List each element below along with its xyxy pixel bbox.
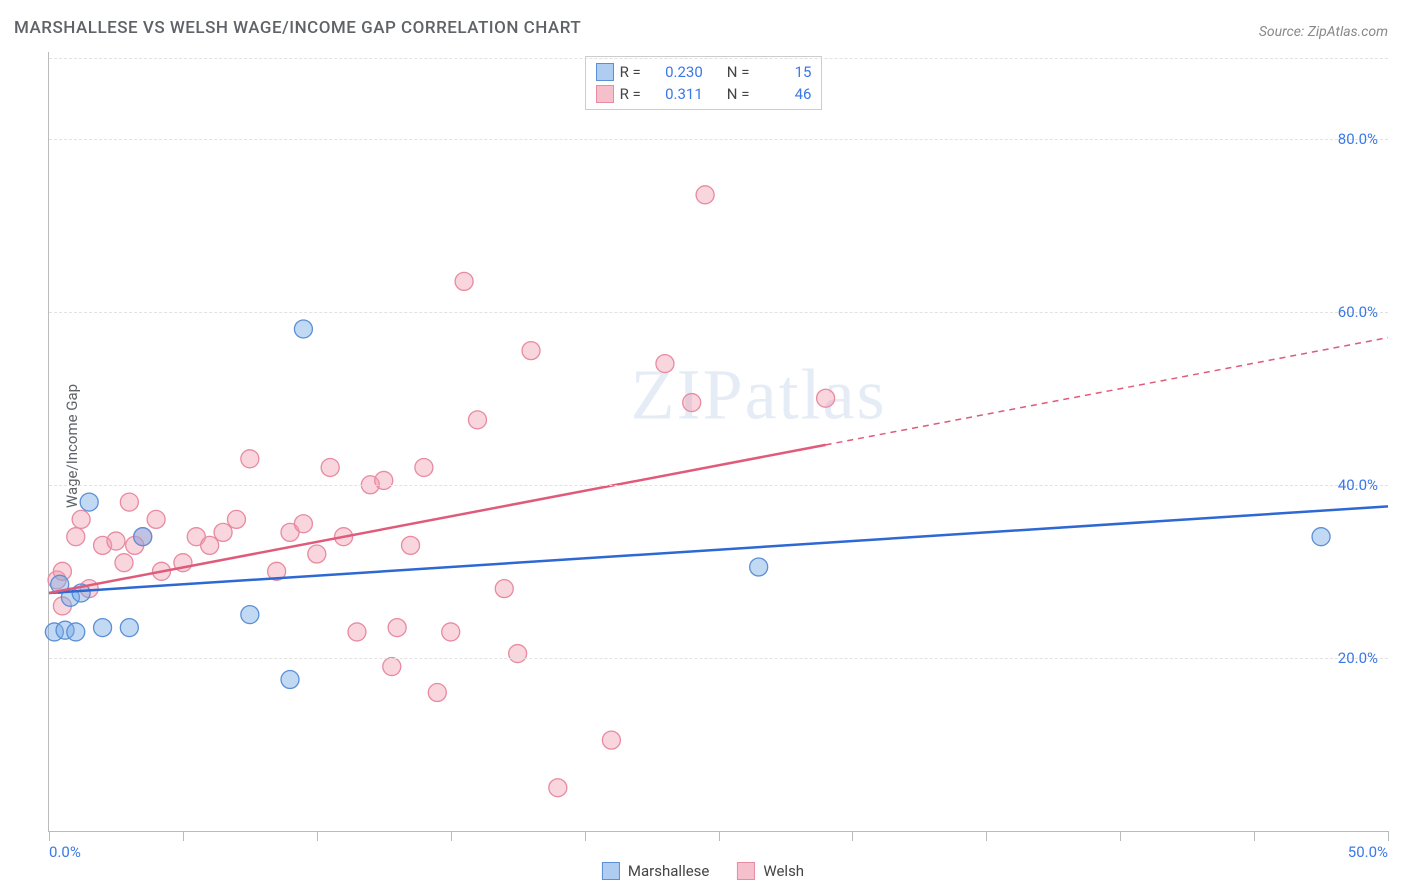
data-point [509,645,527,663]
x-tick [1120,831,1121,841]
scatter-svg [49,52,1388,831]
x-tick [1254,831,1255,841]
y-tick-label: 80.0% [1338,130,1378,148]
data-point [383,658,401,676]
legend-item-marshallese: Marshallese [602,862,709,880]
swatch-welsh [737,862,755,880]
data-point [308,545,326,563]
data-point [115,554,133,572]
data-point [120,619,138,637]
data-point [94,619,112,637]
data-point [455,272,473,290]
legend-item-welsh: Welsh [737,862,804,880]
x-tick [183,831,184,841]
data-point [468,411,486,429]
data-point [201,536,219,554]
data-point [134,528,152,546]
chart-container: MARSHALLESE VS WELSH WAGE/INCOME GAP COR… [0,0,1406,892]
legend-row-marshallese: R = 0.230 N = 15 [596,61,812,83]
n-value-marshallese: 15 [755,63,811,81]
data-point [428,684,446,702]
x-tick [852,831,853,841]
data-point [281,671,299,689]
data-point [683,394,701,412]
y-tick-label: 40.0% [1338,476,1378,494]
y-tick-label: 60.0% [1338,303,1378,321]
data-point [750,558,768,576]
x-tick [317,831,318,841]
data-point [107,532,125,550]
data-point [294,515,312,533]
gridline [49,485,1388,486]
legend-row-welsh: R = 0.311 N = 46 [596,83,812,105]
r-label: R = [620,63,641,81]
data-point [402,536,420,554]
legend-label-marshallese: Marshallese [628,862,709,880]
data-point [495,580,513,598]
gridline [49,658,1388,659]
x-tick [1388,831,1389,841]
r-label: R = [620,85,641,103]
data-point [522,342,540,360]
n-label: N = [727,63,750,81]
correlation-legend: R = 0.230 N = 15 R = 0.311 N = 46 [585,56,823,110]
legend-label-welsh: Welsh [763,862,804,880]
y-tick-label: 20.0% [1338,649,1378,667]
r-value-welsh: 0.311 [647,85,703,103]
x-tick [49,831,50,841]
r-value-marshallese: 0.230 [647,63,703,81]
data-point [348,623,366,641]
data-point [656,355,674,373]
data-point [321,458,339,476]
source-attribution: Source: ZipAtlas.com [1259,24,1388,40]
x-tick [719,831,720,841]
data-point [147,510,165,528]
data-point [602,731,620,749]
swatch-welsh [596,85,614,103]
data-point [1312,528,1330,546]
gridline [49,312,1388,313]
data-point [80,493,98,511]
trend-line-extrapolated [826,338,1388,445]
swatch-marshallese [602,862,620,880]
data-point [72,510,90,528]
data-point [67,528,85,546]
x-tick [451,831,452,841]
n-value-welsh: 46 [755,85,811,103]
plot-area: ZIPatlas R = 0.230 N = 15 R = 0.311 N = … [48,52,1388,832]
data-point [294,320,312,338]
n-label: N = [727,85,750,103]
series-legend: Marshallese Welsh [602,862,804,880]
data-point [241,606,259,624]
data-point [388,619,406,637]
data-point [120,493,138,511]
swatch-marshallese [596,63,614,81]
data-point [696,186,714,204]
data-point [214,523,232,541]
data-point [415,458,433,476]
x-tick [585,831,586,841]
gridline [49,139,1388,140]
data-point [67,623,85,641]
x-tick-label: 0.0% [49,843,81,861]
trend-line [49,506,1388,593]
x-tick-label: 50.0% [1348,843,1388,861]
x-tick [986,831,987,841]
data-point [241,450,259,468]
data-point [549,779,567,797]
data-point [442,623,460,641]
chart-title: MARSHALLESE VS WELSH WAGE/INCOME GAP COR… [14,18,581,38]
data-point [227,510,245,528]
data-point [375,471,393,489]
data-point [817,389,835,407]
